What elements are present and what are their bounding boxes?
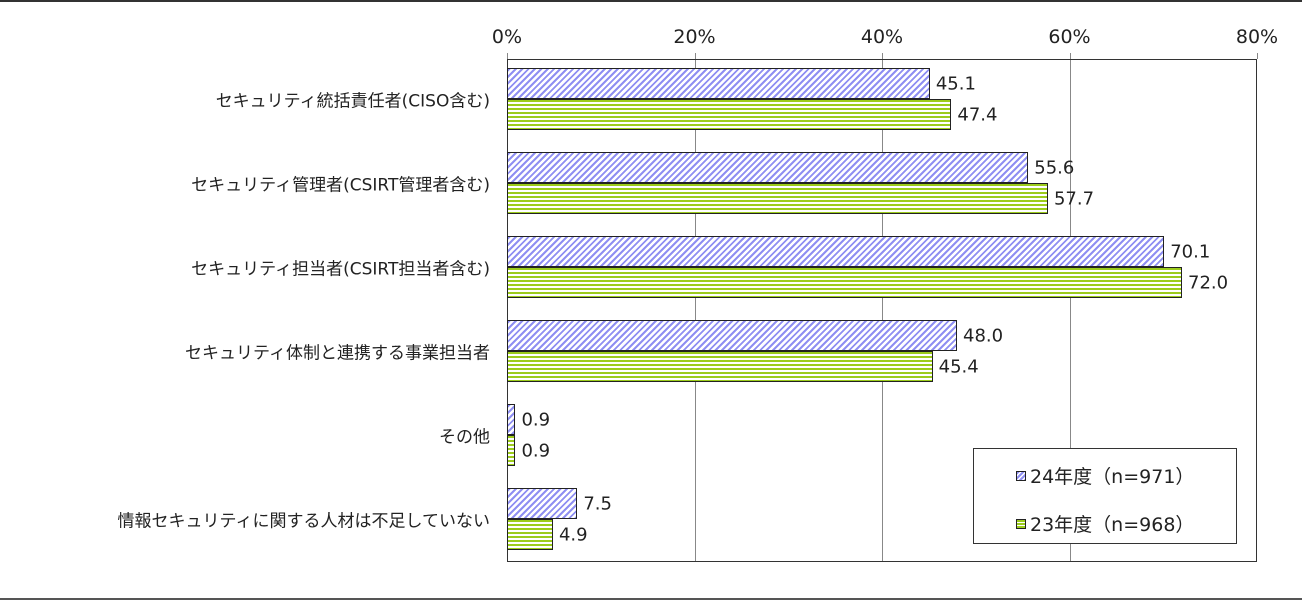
value-label: 45.4 bbox=[938, 356, 979, 378]
x-tick-mark bbox=[1257, 53, 1258, 59]
bar-s23 bbox=[507, 267, 1182, 298]
bottom-border bbox=[0, 598, 1302, 600]
x-tick-label: 0% bbox=[491, 26, 523, 48]
x-tick-mark bbox=[882, 53, 883, 59]
legend-label-24: 24年度（n=971） bbox=[1030, 466, 1195, 488]
bar-s24 bbox=[507, 236, 1165, 267]
legend-item-23: 23年度（n=968） bbox=[1016, 510, 1194, 537]
bar-s23 bbox=[507, 99, 952, 130]
value-label: 47.4 bbox=[957, 104, 998, 126]
value-label: 57.7 bbox=[1053, 188, 1095, 210]
x-tick-label: 80% bbox=[1235, 26, 1279, 48]
bar-s23 bbox=[507, 351, 933, 382]
category-label: その他 bbox=[439, 427, 490, 448]
x-tick-label: 20% bbox=[673, 26, 716, 48]
bar-s23 bbox=[507, 183, 1048, 214]
bar-s24 bbox=[507, 68, 930, 99]
legend-item-24: 24年度（n=971） bbox=[1016, 462, 1194, 489]
gridline bbox=[694, 60, 696, 561]
gridline bbox=[882, 60, 883, 561]
gridline bbox=[1069, 60, 1071, 561]
category-label: セキュリティ体制と連携する事業担当者 bbox=[185, 343, 490, 364]
bar-s24 bbox=[507, 488, 578, 519]
top-border bbox=[0, 0, 1302, 2]
legend-label-23: 23年度（n=968） bbox=[1030, 514, 1195, 536]
category-label: セキュリティ担当者(CSIRT担当者含む) bbox=[191, 259, 490, 280]
category-label: 情報セキュリティに関する人材は不足していない bbox=[117, 511, 490, 532]
value-label: 0.9 bbox=[521, 409, 551, 431]
bar-s24 bbox=[507, 152, 1029, 183]
category-label: セキュリティ管理者(CSIRT管理者含む) bbox=[191, 175, 490, 196]
legend-swatch-24-icon bbox=[1016, 470, 1026, 481]
x-tick-label: 40% bbox=[860, 26, 904, 48]
value-label: 70.1 bbox=[1170, 241, 1211, 263]
legend-swatch-23-icon bbox=[1016, 518, 1026, 529]
bar-s23 bbox=[507, 435, 516, 466]
x-tick-mark bbox=[1069, 53, 1071, 59]
category-label: セキュリティ統括責任者(CISO含む) bbox=[215, 91, 490, 112]
value-label: 48.0 bbox=[963, 325, 1004, 347]
value-label: 0.9 bbox=[521, 440, 551, 462]
bar-s24 bbox=[507, 320, 957, 351]
value-label: 7.5 bbox=[583, 493, 612, 515]
value-label: 72.0 bbox=[1188, 272, 1229, 294]
value-label: 4.9 bbox=[558, 524, 588, 546]
plot-area bbox=[507, 59, 1257, 562]
value-label: 45.1 bbox=[935, 73, 976, 95]
bar-s24 bbox=[507, 404, 516, 435]
bar-s23 bbox=[507, 519, 553, 550]
x-tick-mark bbox=[507, 53, 508, 59]
legend: 24年度（n=971） 23年度（n=968） bbox=[973, 448, 1237, 544]
x-tick-mark bbox=[694, 53, 696, 59]
value-label: 55.6 bbox=[1034, 157, 1075, 179]
x-tick-label: 60% bbox=[1048, 26, 1091, 48]
